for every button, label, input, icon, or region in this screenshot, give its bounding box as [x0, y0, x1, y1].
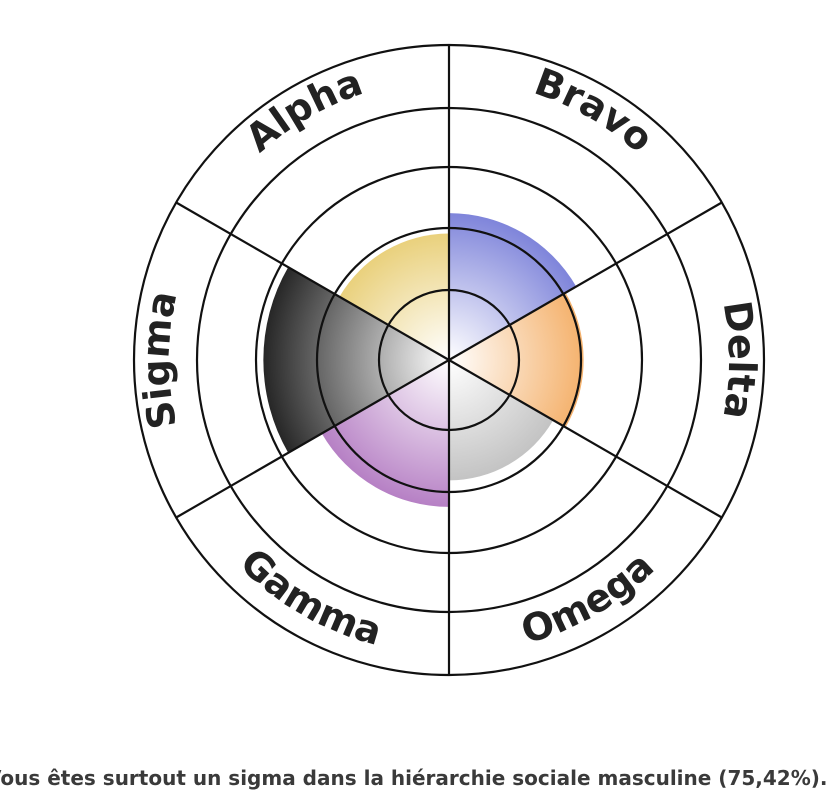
sector-delta — [449, 292, 584, 428]
sector-bravo — [449, 213, 577, 360]
result-caption: Vous êtes surtout un sigma dans la hiéra… — [0, 766, 837, 790]
sector-omega — [449, 360, 554, 481]
result-caption-text: Vous êtes surtout un sigma dans la hiéra… — [0, 766, 828, 790]
grid-spoke-6 — [175, 201, 450, 361]
grid-spoke-5 — [175, 359, 450, 519]
grid-spoke-2 — [448, 201, 723, 361]
label-sigma: Sigma — [133, 287, 185, 432]
sector-sigma — [263, 267, 449, 453]
grid-layer — [132, 43, 766, 677]
sector-layer — [263, 213, 584, 507]
sector-alpha — [339, 233, 449, 360]
label-omega: Omega — [516, 543, 662, 652]
grid-spoke-3 — [448, 359, 723, 519]
sector-gamma — [321, 360, 449, 507]
label-delta: Delta — [715, 298, 765, 422]
